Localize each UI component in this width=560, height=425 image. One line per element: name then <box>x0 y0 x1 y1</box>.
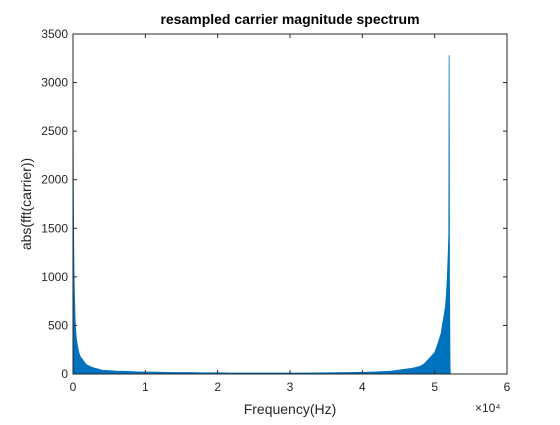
y-axis-label: abs(fft(carrier)) <box>18 158 34 250</box>
y-tick-label: 1500 <box>41 221 68 235</box>
axes-layer: 0 1 2 3 4 5 6 0 500 1000 1500 2000 2500 3000 3500 <box>41 27 510 394</box>
x-tick-label: 1 <box>142 380 149 394</box>
y-tick-label: 2500 <box>41 124 68 138</box>
y-tick-label: 3500 <box>41 27 68 41</box>
y-tick-label: 1000 <box>41 270 68 284</box>
x-tick-label: 5 <box>431 380 438 394</box>
x-axis-exponent-label: ×10⁴ <box>475 401 501 415</box>
x-axis-label: Frequency(Hz) <box>244 401 337 417</box>
y-tick-label: 2000 <box>41 173 68 187</box>
x-tick-label: 0 <box>70 380 77 394</box>
x-tick-label: 4 <box>359 380 366 394</box>
x-tick-label: 3 <box>287 380 294 394</box>
spectrum-series <box>72 54 451 375</box>
y-tick-label: 0 <box>61 367 68 381</box>
y-tick-label: 3000 <box>41 76 68 90</box>
chart-title: resampled carrier magnitude spectrum <box>160 11 419 27</box>
x-tick-label: 2 <box>214 380 221 394</box>
plot-area <box>73 34 507 374</box>
y-tick-label: 500 <box>48 318 68 332</box>
x-tick-label: 6 <box>504 380 511 394</box>
series-layer <box>72 54 451 375</box>
